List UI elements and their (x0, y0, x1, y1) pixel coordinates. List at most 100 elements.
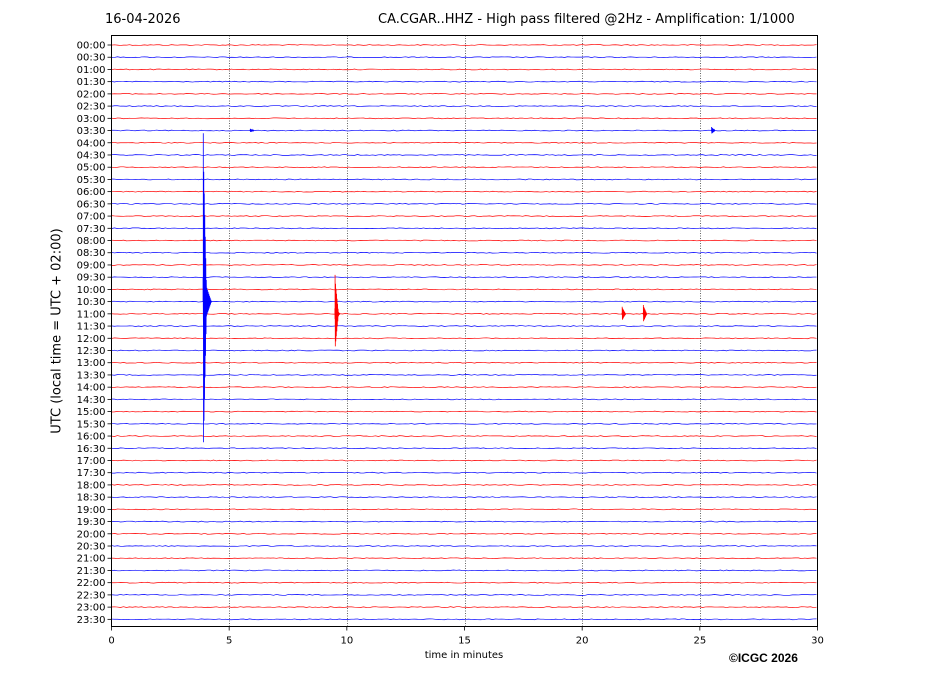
trace-1230 (111, 349, 817, 352)
event-burst (334, 274, 341, 347)
trace-1330 (111, 374, 817, 376)
y-tick-label: 13:00 (77, 358, 106, 369)
trace-1030 (111, 300, 817, 303)
y-tick-label: 04:00 (77, 138, 106, 149)
copyright-label: ©ICGC 2026 (729, 651, 798, 665)
y-tick-label: 18:30 (77, 493, 106, 504)
trace-0800 (111, 239, 817, 242)
trace-1500 (111, 410, 817, 413)
trace-1300 (111, 361, 817, 364)
y-tick-label: 08:30 (77, 248, 106, 259)
trace-1830 (111, 496, 817, 498)
trace-2100 (111, 557, 817, 560)
x-tick-label: 5 (226, 636, 232, 647)
y-tick-label: 23:30 (77, 615, 106, 626)
trace-2030 (111, 545, 817, 547)
x-tick-label: 25 (693, 636, 706, 647)
trace-0600 (111, 190, 817, 193)
trace-1730 (111, 471, 817, 474)
y-tick-label: 03:30 (77, 126, 106, 137)
y-tick-label: 07:00 (77, 212, 106, 223)
y-tick-label: 07:30 (77, 224, 106, 235)
y-tick-label: 21:30 (77, 566, 106, 577)
event-coda (334, 308, 341, 320)
trace-0930 (111, 276, 817, 278)
trace-0000 (111, 44, 817, 46)
trace-0530 (111, 178, 817, 181)
event-coda (202, 278, 212, 325)
trace-0130 (111, 80, 817, 83)
x-tick-label: 20 (576, 636, 589, 647)
y-tick-label: 01:00 (77, 65, 106, 76)
trace-1400 (111, 386, 817, 388)
y-tick-label: 05:00 (77, 163, 106, 174)
x-tick-label: 30 (811, 636, 824, 647)
y-tick-label: 14:00 (77, 383, 106, 394)
trace-0400 (111, 141, 817, 144)
event-burst (249, 128, 255, 133)
event-coda (642, 312, 647, 316)
y-tick-label: 02:00 (77, 89, 106, 100)
y-tick-label: 13:30 (77, 370, 106, 381)
event-coda (249, 129, 254, 132)
trace-2330 (111, 618, 817, 621)
y-tick-label: 10:00 (77, 285, 106, 296)
trace-1900 (111, 508, 817, 511)
y-tick-label: 20:00 (77, 529, 106, 540)
trace-1430 (111, 398, 817, 401)
y-tick-label: 09:30 (77, 273, 106, 284)
trace-1600 (111, 435, 817, 437)
y-tick-label: 11:30 (77, 322, 106, 333)
y-tick-label: 03:00 (77, 114, 106, 125)
y-tick-label: 17:30 (77, 468, 106, 479)
trace-1930 (111, 520, 817, 523)
y-tick-label: 17:00 (77, 456, 106, 467)
trace-0630 (111, 203, 817, 205)
y-tick-label: 18:00 (77, 480, 106, 491)
trace-0200 (111, 93, 817, 95)
x-axis-label: time in minutes (424, 650, 504, 661)
trace-0900 (111, 264, 817, 266)
x-tick-label: 15 (458, 636, 471, 647)
y-tick-label: 12:30 (77, 346, 106, 357)
trace-2300 (111, 606, 817, 608)
y-tick-label: 15:30 (77, 419, 106, 430)
y-tick-label: 00:30 (77, 53, 106, 64)
y-tick-label: 01:30 (77, 77, 106, 88)
trace-2230 (111, 594, 817, 596)
y-tick-label: 22:00 (77, 578, 106, 589)
trace-1530 (111, 423, 817, 425)
y-tick-label: 22:30 (77, 590, 106, 601)
trace-0330 (111, 129, 817, 132)
plot-frame (111, 35, 818, 627)
y-tick-label: 12:00 (77, 334, 106, 345)
y-tick-label: 15:00 (77, 407, 106, 418)
date-label: 16-04-2026 (105, 12, 181, 27)
trace-2200 (111, 581, 817, 584)
trace-0830 (111, 251, 817, 254)
y-tick-label: 05:30 (77, 175, 106, 186)
event-burst (621, 306, 627, 320)
y-tick-label: 10:30 (77, 297, 106, 308)
event-burst (711, 126, 716, 134)
x-tick-label: 0 (108, 636, 114, 647)
chart-title: CA.CGAR..HHZ - High pass filtered @2Hz -… (378, 12, 795, 27)
trace-0300 (111, 117, 817, 120)
y-tick-label: 02:30 (77, 102, 106, 113)
y-tick-label: 00:00 (77, 41, 106, 52)
event-burst (202, 133, 212, 443)
y-tick-label: 21:00 (77, 554, 106, 565)
trace-layer (111, 44, 817, 621)
y-tick-label: 14:30 (77, 395, 106, 406)
event-coda (621, 312, 626, 315)
grid-layer (229, 35, 701, 627)
event-layer (202, 126, 716, 443)
trace-1130 (111, 325, 817, 327)
trace-0100 (111, 68, 817, 71)
trace-0430 (111, 154, 817, 156)
trace-1000 (111, 288, 817, 291)
y-tick-label: 20:30 (77, 542, 106, 553)
trace-0500 (111, 166, 817, 169)
